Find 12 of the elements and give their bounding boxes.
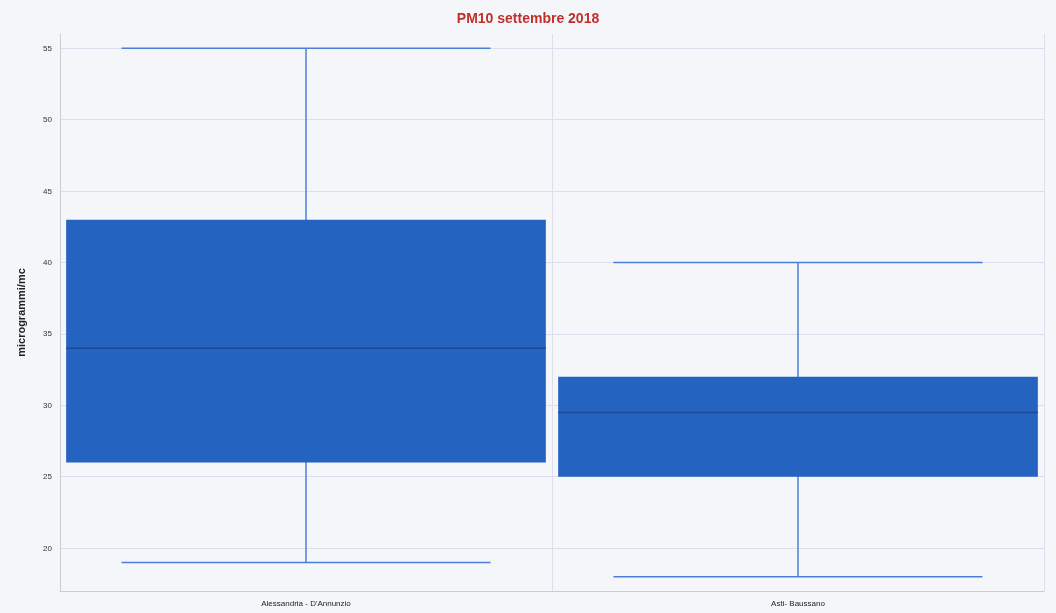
y-tick-label: 30 (43, 400, 53, 410)
x-tick-label: Asti- Baussano (771, 598, 826, 608)
x-tick-label: Alessandria - D'Annunzio (261, 598, 352, 608)
chart-title: PM10 settembre 2018 (456, 10, 600, 26)
y-tick-label: 55 (43, 43, 53, 53)
y-tick-label: 40 (43, 258, 53, 268)
y-tick-label: 50 (43, 115, 53, 125)
y-tick-label: 20 (43, 543, 53, 553)
y-tick-label: 45 (43, 186, 53, 196)
y-axis-title: microgrammi/mc (14, 268, 27, 357)
y-tick-label: 35 (43, 329, 53, 339)
y-tick-label: 25 (43, 472, 53, 482)
